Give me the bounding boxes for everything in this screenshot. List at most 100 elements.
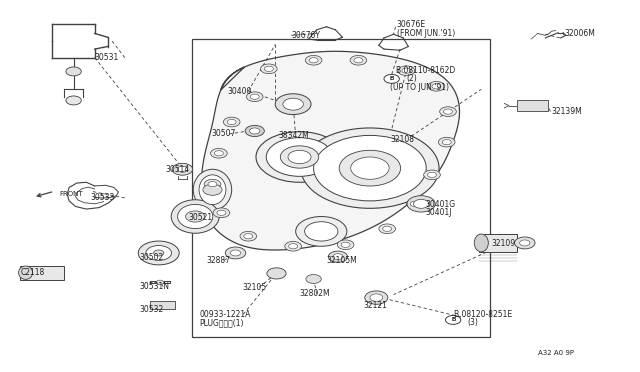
Ellipse shape (193, 169, 232, 210)
Text: B: B (390, 76, 394, 81)
Text: 32105M: 32105M (326, 256, 357, 265)
Circle shape (442, 140, 451, 145)
Circle shape (383, 226, 392, 231)
Circle shape (351, 157, 389, 179)
Text: FRONT: FRONT (59, 191, 83, 197)
Circle shape (244, 234, 253, 239)
Text: 32109: 32109 (492, 239, 516, 248)
Circle shape (154, 250, 164, 256)
Circle shape (339, 150, 401, 186)
Circle shape (230, 250, 241, 256)
Text: B: B (451, 317, 455, 323)
Circle shape (240, 231, 257, 241)
Bar (20, 266, 64, 280)
Text: (2): (2) (406, 74, 417, 83)
Circle shape (444, 109, 452, 114)
Ellipse shape (19, 266, 33, 279)
Circle shape (275, 94, 311, 115)
Text: 30676E: 30676E (397, 20, 426, 29)
Circle shape (66, 67, 81, 76)
Circle shape (350, 55, 367, 65)
Circle shape (440, 107, 456, 116)
Circle shape (309, 58, 318, 63)
Circle shape (402, 68, 411, 73)
Text: 00933-1221A: 00933-1221A (200, 310, 251, 319)
Text: 30514: 30514 (165, 165, 189, 174)
Circle shape (172, 163, 193, 175)
Text: 30507: 30507 (211, 129, 236, 138)
Circle shape (223, 117, 240, 127)
Circle shape (208, 182, 217, 187)
Text: (UP TO JUN.'91): (UP TO JUN.'91) (390, 83, 449, 92)
Circle shape (264, 66, 273, 71)
Circle shape (328, 251, 348, 262)
Text: 32105: 32105 (242, 283, 266, 292)
Circle shape (413, 199, 429, 208)
Circle shape (438, 137, 455, 147)
Text: 30400: 30400 (227, 87, 252, 96)
Text: B: B (390, 76, 394, 81)
Circle shape (266, 138, 333, 176)
Bar (150, 301, 175, 309)
Text: 30401G: 30401G (426, 200, 456, 209)
Text: 30401J: 30401J (426, 208, 452, 217)
Text: B 08110-8162D: B 08110-8162D (396, 66, 455, 75)
Circle shape (365, 291, 388, 304)
Text: 32802M: 32802M (300, 289, 330, 298)
Circle shape (354, 58, 363, 63)
Ellipse shape (186, 211, 205, 222)
Text: 30531: 30531 (95, 53, 119, 62)
Circle shape (211, 148, 227, 158)
Text: 30676Y: 30676Y (291, 31, 320, 40)
Bar (192, 39, 490, 337)
Text: 30502: 30502 (140, 253, 164, 262)
Circle shape (245, 125, 264, 137)
Circle shape (398, 66, 415, 76)
Circle shape (305, 222, 338, 241)
Circle shape (305, 55, 322, 65)
Circle shape (250, 128, 260, 134)
Bar (479, 234, 517, 252)
Circle shape (424, 170, 440, 180)
Circle shape (227, 119, 236, 125)
Ellipse shape (172, 200, 219, 233)
Text: A32 A0 9P: A32 A0 9P (538, 350, 573, 356)
Bar (517, 100, 548, 111)
Circle shape (225, 247, 246, 259)
Circle shape (379, 224, 396, 234)
Circle shape (289, 244, 298, 249)
Circle shape (341, 242, 350, 247)
Circle shape (177, 166, 188, 172)
Text: 32121: 32121 (364, 301, 387, 310)
Circle shape (138, 241, 179, 265)
Circle shape (428, 81, 445, 91)
Circle shape (280, 146, 319, 168)
PathPatch shape (202, 51, 460, 250)
Circle shape (204, 179, 221, 189)
Text: 32108: 32108 (390, 135, 415, 144)
Circle shape (214, 151, 223, 156)
Circle shape (432, 84, 441, 89)
Circle shape (213, 208, 230, 218)
Text: B: B (451, 317, 455, 323)
Circle shape (384, 74, 399, 83)
Circle shape (203, 184, 222, 195)
Circle shape (333, 254, 343, 260)
Circle shape (146, 246, 172, 260)
Circle shape (288, 150, 311, 164)
Text: 30531N: 30531N (140, 282, 170, 291)
Circle shape (406, 199, 423, 209)
Text: 30533: 30533 (91, 193, 115, 202)
Text: C2118: C2118 (20, 268, 45, 277)
Ellipse shape (178, 204, 212, 228)
Circle shape (66, 96, 81, 105)
Circle shape (246, 92, 263, 102)
Circle shape (445, 315, 461, 324)
Circle shape (306, 275, 321, 283)
Text: 38342M: 38342M (278, 131, 309, 140)
Text: PLUGプラグ(1): PLUGプラグ(1) (200, 318, 244, 327)
Circle shape (267, 268, 286, 279)
Circle shape (520, 240, 530, 246)
Circle shape (301, 128, 439, 208)
Text: 32139M: 32139M (552, 107, 582, 116)
